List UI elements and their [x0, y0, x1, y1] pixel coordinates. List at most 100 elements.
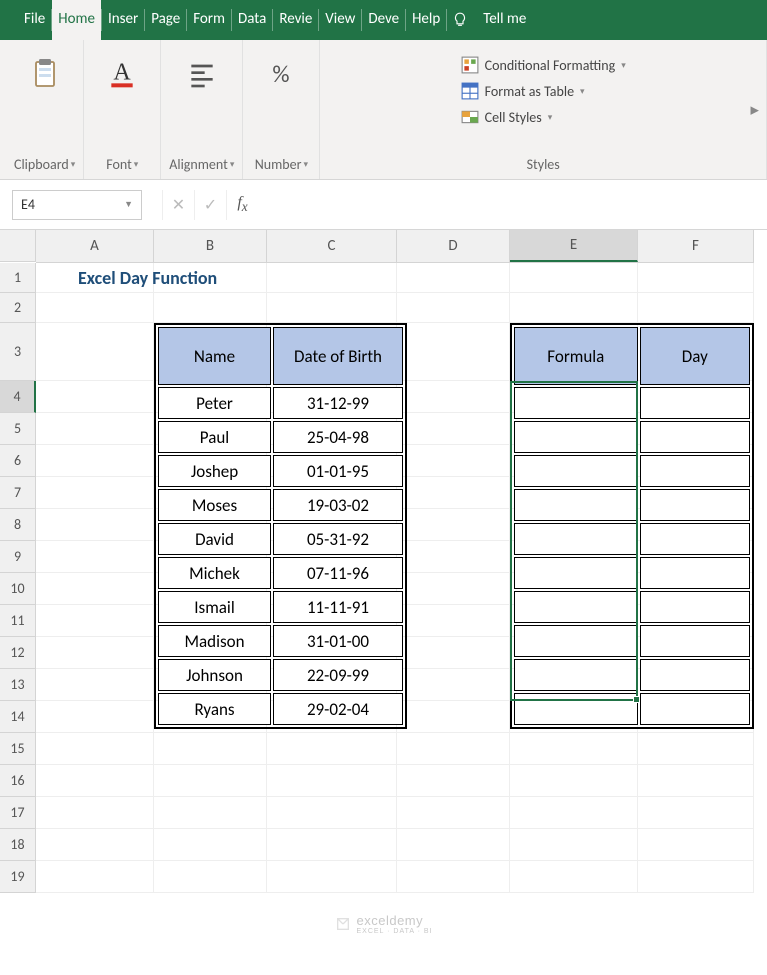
table1-cell[interactable]: 05-31-92 — [273, 523, 403, 555]
table2-cell[interactable] — [640, 591, 750, 623]
table1-cell[interactable]: 11-11-91 — [273, 591, 403, 623]
table2-cell[interactable] — [514, 693, 638, 725]
table1-cell[interactable]: 22-09-99 — [273, 659, 403, 691]
clipboard-button[interactable] — [15, 46, 75, 94]
table2-cell[interactable] — [640, 489, 750, 521]
table2-cell[interactable] — [640, 523, 750, 555]
tab-data[interactable]: Data — [232, 0, 272, 40]
row-header-6[interactable]: 6 — [0, 445, 36, 477]
table1-cell[interactable]: Michek — [158, 557, 271, 589]
table1-cell[interactable]: Moses — [158, 489, 271, 521]
group-number: % Number▾ — [243, 40, 320, 179]
row-header-15[interactable]: 15 — [0, 733, 36, 765]
tell-me[interactable]: Tell me — [477, 0, 532, 40]
table1-cell[interactable]: 29-02-04 — [273, 693, 403, 725]
table1-cell[interactable]: Peter — [158, 387, 271, 419]
table2-cell[interactable] — [514, 523, 638, 555]
conditional-formatting-label: Conditional Formatting — [485, 57, 616, 74]
formula-bar: E4 ▼ ✕ ✓ fx — [0, 180, 767, 230]
table2-cell[interactable] — [640, 625, 750, 657]
row-header-12[interactable]: 12 — [0, 637, 36, 669]
row-header-7[interactable]: 7 — [0, 477, 36, 509]
table2-cell[interactable] — [514, 591, 638, 623]
cells-area[interactable]: Excel Day Function NameDate of BirthPete… — [36, 263, 754, 893]
table1-cell[interactable]: Madison — [158, 625, 271, 657]
table2-cell[interactable] — [514, 659, 638, 691]
cell-styles-button[interactable]: Cell Styles▾ — [457, 106, 630, 128]
table2-cell[interactable] — [514, 455, 638, 487]
name-box[interactable]: E4 ▼ — [12, 190, 142, 220]
col-header-D[interactable]: D — [397, 230, 510, 262]
table1-cell[interactable]: Ryans — [158, 693, 271, 725]
row-header-13[interactable]: 13 — [0, 669, 36, 701]
table1-cell[interactable]: Joshep — [158, 455, 271, 487]
col-header-E[interactable]: E — [510, 230, 638, 262]
table2-cell[interactable] — [514, 421, 638, 453]
tab-revie[interactable]: Revie — [273, 0, 318, 40]
group-alignment: Alignment▾ — [161, 40, 243, 179]
row-header-9[interactable]: 9 — [0, 541, 36, 573]
table2-cell[interactable] — [514, 625, 638, 657]
conditional-formatting-button[interactable]: Conditional Formatting▾ — [457, 54, 630, 76]
table2-cell[interactable] — [514, 489, 638, 521]
enter-button[interactable]: ✓ — [194, 190, 226, 220]
col-header-A[interactable]: A — [36, 230, 154, 262]
table1-cell[interactable]: 31-12-99 — [273, 387, 403, 419]
tab-view[interactable]: View — [319, 0, 361, 40]
row-header-5[interactable]: 5 — [0, 413, 36, 445]
row-header-18[interactable]: 18 — [0, 829, 36, 861]
table2-cell[interactable] — [640, 693, 750, 725]
table2-cell[interactable] — [640, 421, 750, 453]
table1-cell[interactable]: 31-01-00 — [273, 625, 403, 657]
tab-page[interactable]: Page — [145, 0, 186, 40]
table1-cell[interactable]: 19-03-02 — [273, 489, 403, 521]
select-all-corner[interactable] — [0, 230, 36, 262]
row-header-14[interactable]: 14 — [0, 701, 36, 733]
table2-cell[interactable] — [640, 659, 750, 691]
number-icon: % — [261, 54, 301, 94]
tab-inser[interactable]: Inser — [102, 0, 144, 40]
fx-button[interactable]: fx — [226, 190, 258, 220]
col-header-C[interactable]: C — [267, 230, 397, 262]
table1-cell[interactable]: Paul — [158, 421, 271, 453]
alignment-button[interactable] — [172, 46, 232, 94]
table1-cell[interactable]: 25-04-98 — [273, 421, 403, 453]
row-header-1[interactable]: 1 — [0, 263, 36, 293]
table2-cell[interactable] — [640, 455, 750, 487]
row-header-2[interactable]: 2 — [0, 293, 36, 323]
table1-cell[interactable]: 01-01-95 — [273, 455, 403, 487]
row-header-11[interactable]: 11 — [0, 605, 36, 637]
table2-cell[interactable] — [514, 387, 638, 419]
cancel-button[interactable]: ✕ — [162, 190, 194, 220]
tab-help[interactable]: Help — [406, 0, 446, 40]
table1-cell[interactable]: Johnson — [158, 659, 271, 691]
font-button[interactable]: A — [92, 46, 152, 94]
row-header-10[interactable]: 10 — [0, 573, 36, 605]
table1-header: Name — [158, 327, 271, 385]
row-header-3[interactable]: 3 — [0, 323, 36, 381]
close-icon: ✕ — [172, 195, 185, 215]
tab-deve[interactable]: Deve — [362, 0, 405, 40]
col-header-F[interactable]: F — [638, 230, 754, 262]
row-header-16[interactable]: 16 — [0, 765, 36, 797]
table1-cell[interactable]: David — [158, 523, 271, 555]
cell-styles-icon — [461, 108, 479, 126]
tab-file[interactable]: File — [18, 0, 51, 40]
ribbon-expand-button[interactable]: ▶ — [751, 103, 759, 116]
number-button[interactable]: % — [251, 46, 311, 94]
table2-cell[interactable] — [514, 557, 638, 589]
table2-cell[interactable] — [640, 557, 750, 589]
row-header-8[interactable]: 8 — [0, 509, 36, 541]
tab-home[interactable]: Home — [52, 0, 101, 40]
number-label: Number▾ — [255, 152, 308, 175]
format-as-table-icon — [461, 82, 479, 100]
table2-cell[interactable] — [640, 387, 750, 419]
table1-cell[interactable]: 07-11-96 — [273, 557, 403, 589]
row-header-19[interactable]: 19 — [0, 861, 36, 893]
table1-cell[interactable]: Ismail — [158, 591, 271, 623]
row-header-17[interactable]: 17 — [0, 797, 36, 829]
format-as-table-button[interactable]: Format as Table▾ — [457, 80, 630, 102]
tab-form[interactable]: Form — [187, 0, 231, 40]
col-header-B[interactable]: B — [154, 230, 267, 262]
row-header-4[interactable]: 4 — [0, 381, 36, 413]
